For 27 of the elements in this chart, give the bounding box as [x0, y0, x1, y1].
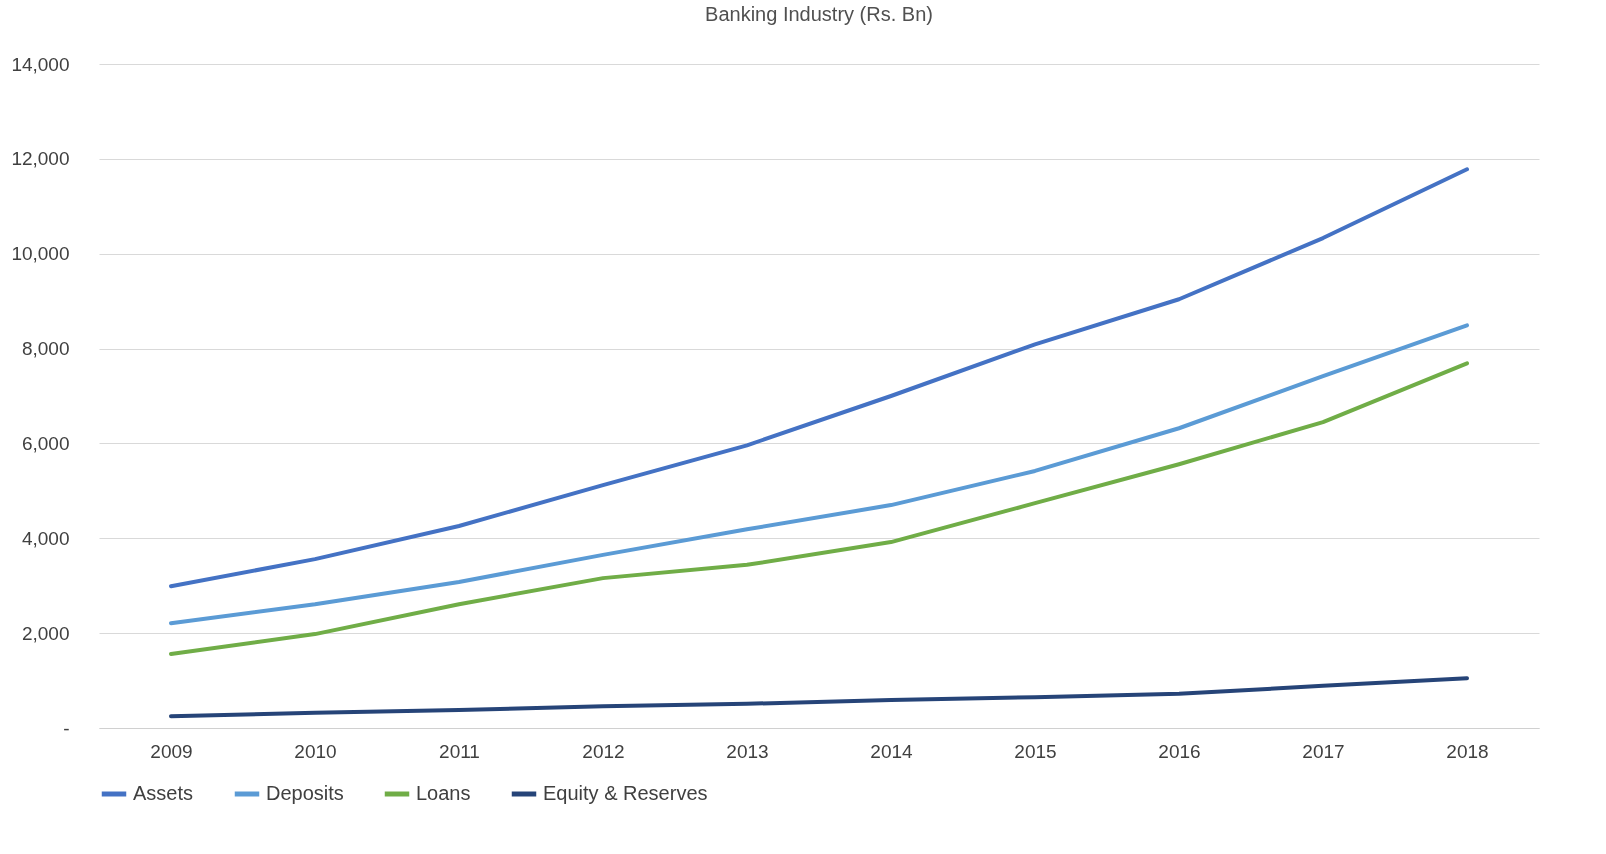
x-tick-label: 2014: [870, 740, 914, 762]
y-tick-label: -: [63, 717, 70, 739]
y-tick-label: 2,000: [21, 622, 70, 644]
x-tick-label: 2017: [1302, 740, 1345, 762]
y-tick-label: 10,000: [11, 243, 70, 265]
x-tick-label: 2011: [439, 740, 480, 762]
legend-label: Assets: [133, 782, 194, 804]
x-tick-label: 2018: [1446, 740, 1489, 762]
y-tick-label: 8,000: [21, 338, 70, 360]
y-tick-label: 12,000: [11, 148, 70, 170]
y-tick-label: 6,000: [21, 432, 70, 454]
x-tick-label: 2013: [726, 740, 769, 762]
legend-label: Loans: [416, 782, 471, 804]
x-tick-label: 2012: [582, 740, 625, 762]
x-tick-label: 2015: [1014, 740, 1057, 762]
line-series: [169, 323, 1469, 626]
legend-label: Deposits: [266, 782, 344, 804]
line-series: [169, 167, 1469, 589]
x-tick-label: 2010: [294, 740, 337, 762]
line-series: [169, 361, 1469, 657]
line-series: [169, 676, 1469, 719]
y-tick-label: 14,000: [11, 53, 70, 75]
legend-label: Equity & Reserves: [543, 782, 708, 804]
chart-title: Banking Industry (Rs. Bn): [705, 3, 933, 25]
y-tick-label: 4,000: [21, 527, 70, 549]
x-tick-label: 2016: [1158, 740, 1201, 762]
x-tick-label: 2009: [150, 740, 193, 762]
